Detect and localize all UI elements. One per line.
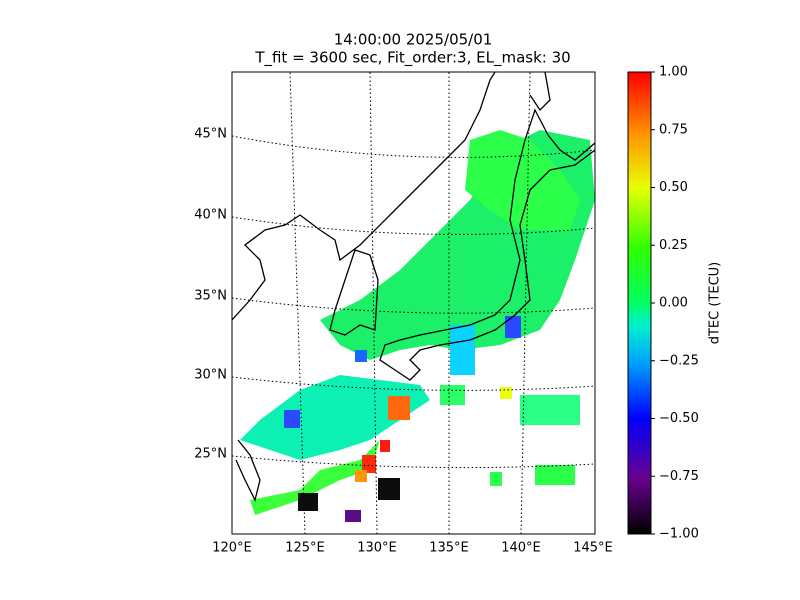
- colorbar-tick-label: 0.00: [659, 296, 688, 311]
- colorbar: [627, 71, 652, 535]
- colorbar-tick-label: −0.75: [659, 469, 699, 484]
- lon-label: 130°E: [357, 541, 397, 556]
- lat-label: 40°N: [194, 208, 227, 223]
- colorbar-tick-label: 0.75: [659, 122, 688, 137]
- graticule: [232, 72, 595, 534]
- colorbar-ticks: 1.00 0.75 0.50 0.25 0.00 −0.25 −0.50 −0.75 −1.00: [651, 65, 699, 542]
- map-frame: [231, 71, 596, 535]
- lat-label: 45°N: [194, 127, 227, 142]
- lon-label: 135°E: [429, 541, 469, 556]
- subtitle: T_fit = 3600 sec, Fit_order:3, EL_mask: …: [254, 49, 570, 68]
- lon-label: 120°E: [212, 541, 252, 556]
- title: 14:00:00 2025/05/01: [334, 31, 493, 49]
- colorbar-tick-label: 0.50: [659, 180, 688, 195]
- lon-label: 145°E: [573, 541, 613, 556]
- lat-labels: 45°N 40°N 35°N 30°N 25°N: [194, 127, 227, 462]
- lat-label: 25°N: [194, 447, 227, 462]
- lat-label: 35°N: [194, 289, 227, 304]
- lon-labels: 120°E 125°E 130°E 135°E 140°E 145°E: [212, 541, 613, 556]
- colorbar-label: dTEC (TECU): [708, 262, 723, 345]
- colorbar-tick-label: 0.25: [659, 238, 688, 253]
- dtec-patches: [240, 130, 595, 522]
- colorbar-tick-label: −1.00: [659, 527, 699, 542]
- lon-label: 140°E: [501, 541, 541, 556]
- colorbar-tick-label: −0.25: [659, 353, 699, 368]
- colorbar-tick-label: 1.00: [659, 65, 688, 80]
- colorbar-tick-label: −0.50: [659, 411, 699, 426]
- lon-label: 125°E: [285, 541, 325, 556]
- coastlines: [232, 72, 595, 502]
- map-area: [232, 72, 595, 534]
- lat-label: 30°N: [194, 368, 227, 383]
